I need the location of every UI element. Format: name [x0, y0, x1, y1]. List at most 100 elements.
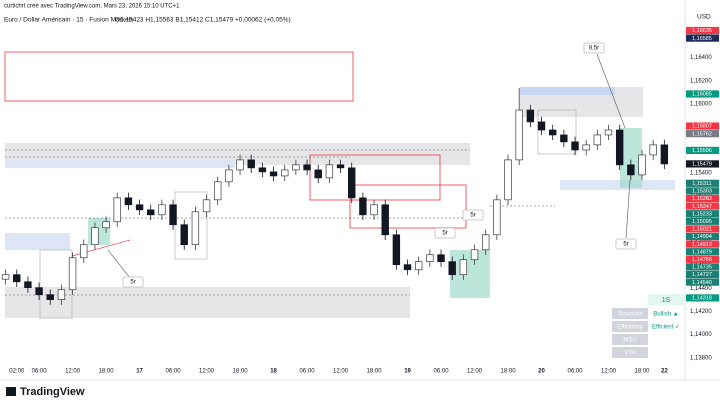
zone [5, 233, 70, 250]
annotation-box [462, 209, 484, 221]
candle-body [281, 169, 289, 177]
price-badge [686, 248, 719, 256]
candle-body [582, 144, 590, 151]
zone [450, 250, 490, 298]
candle-body [214, 181, 222, 201]
price-badge-label: 1,15311 [692, 181, 711, 187]
logo: TradingView [20, 386, 85, 398]
panel-cell [612, 308, 648, 319]
leader-line [107, 249, 131, 279]
price-badge-label: 1,14540 [692, 280, 712, 286]
zone [5, 160, 235, 168]
candle-body [225, 169, 233, 183]
candle-body [448, 261, 456, 276]
y-tick-label: 1,14200 [690, 309, 712, 315]
candle-body [180, 224, 188, 246]
candle-body [336, 164, 345, 169]
panel-cell [612, 321, 648, 332]
panel-status: Bullish ▲ [653, 312, 678, 318]
y-tick-label: 1,14400 [690, 286, 712, 292]
y-tick-label: 1,16000 [690, 101, 712, 107]
candle-body [113, 197, 121, 223]
candle-body [135, 204, 144, 211]
candle-body [325, 164, 334, 179]
price-badge-label: 1,16635 [692, 28, 712, 34]
candle-body [35, 287, 43, 296]
zone [174, 191, 208, 260]
price-badge-label: 1,16085 [692, 92, 712, 98]
panel-label: MSU [623, 338, 636, 344]
labels: 1,138001,140001,142001,144001,146001,148… [9, 26, 719, 375]
zone [349, 184, 467, 229]
x-tick-label: 06:00 [434, 369, 450, 375]
candle-body [537, 121, 546, 131]
candle-body [202, 199, 211, 213]
x-tick-label: 06:00 [300, 369, 316, 375]
price-badge [686, 278, 719, 286]
price-badge [686, 90, 719, 98]
candle-body [57, 289, 66, 300]
price-badge [686, 255, 719, 263]
candle-body [481, 234, 490, 251]
candle-body [593, 134, 602, 146]
y-tick-label: 1,14000 [690, 332, 712, 338]
price-badge [686, 232, 719, 241]
x-tick-label: 19 [404, 369, 411, 375]
price-badge [686, 26, 719, 35]
price-badge-label: 1,15095 [692, 219, 712, 225]
x-tick-label: 06:00 [166, 369, 182, 375]
price-badge-label: 1,14913 [692, 242, 712, 248]
candle-body [415, 261, 423, 271]
annotation: 5r [623, 242, 628, 248]
zone [5, 143, 470, 165]
annotation-box [434, 227, 456, 239]
x-tick-label: 06:00 [568, 369, 584, 375]
price-badge [686, 187, 719, 195]
candle-body [147, 209, 155, 216]
y-tick-label: 1,16400 [690, 55, 712, 61]
x-tick-label: 12:00 [333, 369, 349, 375]
x-tick-label: 17 [136, 369, 143, 375]
candle-body [560, 134, 568, 143]
candle-body [638, 154, 646, 176]
candle-body [314, 169, 322, 179]
price-badge-label: 1,15479 [692, 162, 712, 168]
candle-body [548, 129, 557, 136]
candle-body [381, 204, 389, 236]
price-badge-label: 1,15807 [692, 124, 712, 130]
panel-label: Structure [618, 312, 643, 318]
x-tick-label: 20 [538, 369, 545, 375]
symbol: Euro / Dollar Américain · 15 · Fusion Ma… [4, 17, 134, 24]
panel-timeframe: 1S [662, 297, 671, 304]
panel-cell [612, 334, 648, 345]
candle-body [46, 294, 54, 300]
annotation-box [583, 42, 605, 54]
panel-cell [612, 347, 648, 358]
price-badge [686, 225, 719, 233]
price-badge-label: 1,15762 [692, 131, 712, 137]
candle-body [515, 109, 523, 161]
candle-body [348, 167, 356, 199]
price-badge [686, 160, 719, 168]
candle-body [392, 234, 401, 266]
price-badge [686, 179, 719, 187]
candle-body [627, 164, 635, 176]
candle-body [80, 244, 88, 259]
price-badge [686, 146, 719, 155]
candle-body [504, 159, 512, 201]
candle-body [615, 129, 624, 166]
x-tick-label: 18:00 [635, 369, 651, 375]
price-badge-label: 1,14994 [692, 234, 712, 240]
zones [4, 51, 675, 319]
zone [5, 287, 410, 318]
price-badge-label: 1,14735 [692, 265, 712, 271]
candle-body [359, 197, 367, 216]
candle-body [426, 254, 434, 263]
candle-body [292, 164, 300, 171]
currency: USD [697, 14, 711, 21]
price-badge [686, 34, 719, 42]
annotation: 8,5r [589, 46, 599, 52]
candle-body [526, 109, 535, 123]
candle-body [649, 144, 657, 156]
candle-body [13, 274, 21, 283]
